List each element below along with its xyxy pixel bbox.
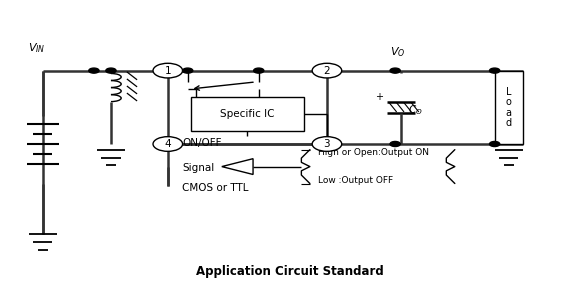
Text: High or Open:Output ON: High or Open:Output ON xyxy=(318,148,429,157)
Circle shape xyxy=(153,137,183,151)
FancyBboxPatch shape xyxy=(495,71,523,144)
Text: $V_{IN}$: $V_{IN}$ xyxy=(28,41,46,55)
Circle shape xyxy=(490,68,500,73)
Circle shape xyxy=(153,63,183,78)
Text: L
o
a
d: L o a d xyxy=(506,87,512,128)
Text: 1: 1 xyxy=(165,66,171,76)
Circle shape xyxy=(253,68,264,73)
Circle shape xyxy=(390,68,400,73)
Text: Low :Output OFF: Low :Output OFF xyxy=(318,176,394,185)
Circle shape xyxy=(106,68,116,73)
Text: Application Circuit Standard: Application Circuit Standard xyxy=(196,265,384,278)
Text: +: + xyxy=(375,92,383,103)
Text: Signal: Signal xyxy=(182,163,214,173)
Circle shape xyxy=(89,68,99,73)
Text: $V_O$: $V_O$ xyxy=(390,46,405,59)
Text: 3: 3 xyxy=(324,139,330,149)
Text: $C_O$: $C_O$ xyxy=(408,103,422,117)
Circle shape xyxy=(312,63,342,78)
Text: 4: 4 xyxy=(165,139,171,149)
Circle shape xyxy=(490,141,500,147)
Text: Specific IC: Specific IC xyxy=(220,109,274,119)
Text: ON/OFF: ON/OFF xyxy=(182,138,222,147)
Circle shape xyxy=(312,137,342,151)
Circle shape xyxy=(183,68,193,73)
Text: CMOS or TTL: CMOS or TTL xyxy=(182,183,248,193)
Text: 2: 2 xyxy=(324,66,330,76)
FancyBboxPatch shape xyxy=(191,97,304,131)
Circle shape xyxy=(390,141,400,147)
